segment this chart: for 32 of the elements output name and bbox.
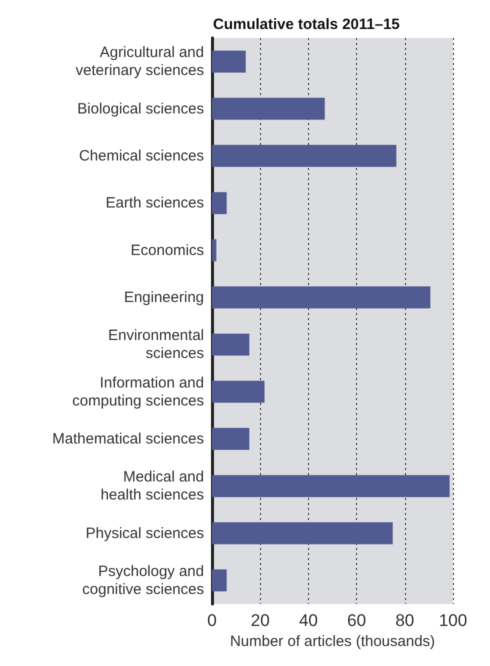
y-tick-label: Agricultural and veterinary sciences xyxy=(76,44,204,80)
bar xyxy=(212,98,325,120)
y-tick-label: Chemical sciences xyxy=(78,147,204,164)
x-tick-label: 100 xyxy=(438,611,468,630)
y-tick-label: Environmental sciences xyxy=(108,327,204,362)
bar xyxy=(212,334,250,356)
y-tick-label: Economics xyxy=(130,242,204,259)
bar xyxy=(212,475,450,498)
bar xyxy=(212,428,250,450)
y-tick-label: Biological sciences xyxy=(77,100,204,118)
y-tick-label: Information and computing sciences xyxy=(72,374,204,410)
bar xyxy=(212,286,430,308)
x-tick-label: 80 xyxy=(395,611,414,630)
bar xyxy=(212,144,396,167)
x-tick-label: 0 xyxy=(207,611,217,630)
x-tick-label: 20 xyxy=(250,611,270,630)
y-tick-label: Psychology and cognitive sciences xyxy=(82,562,204,598)
x-axis-title: Number of articles (thousands) xyxy=(230,633,436,650)
x-tick-label: 40 xyxy=(298,611,318,630)
y-tick-label: Earth sciences xyxy=(106,194,204,212)
bar xyxy=(212,50,246,73)
y-tick-label: Physical sciences xyxy=(86,524,204,542)
bar xyxy=(212,239,216,262)
bar xyxy=(212,380,265,403)
y-tick-label: Medical and health sciences xyxy=(100,468,204,504)
y-tick-label: Engineering xyxy=(124,288,204,306)
x-tick-label: 60 xyxy=(347,611,366,630)
bar xyxy=(212,522,393,544)
y-tick-label: Mathematical sciences xyxy=(52,430,204,448)
bar xyxy=(212,569,227,592)
bar xyxy=(212,192,227,214)
chart-title: Cumulative totals 2011–15 xyxy=(213,16,400,33)
